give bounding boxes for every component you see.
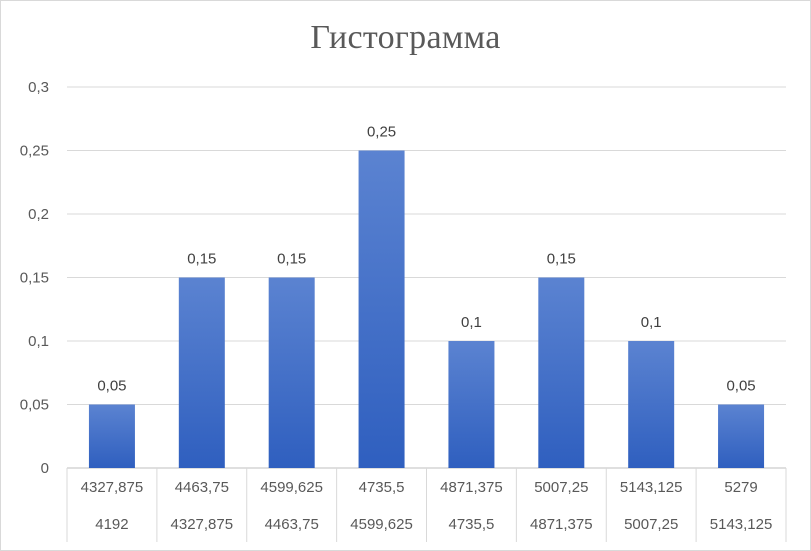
category-label-lower: 4463,75 — [265, 516, 319, 533]
y-tick-label: 0,05 — [20, 397, 49, 414]
histogram-bar — [179, 278, 225, 469]
bar-data-label: 0,1 — [641, 314, 662, 331]
histogram-bar — [538, 278, 584, 469]
histogram-bar — [359, 151, 405, 469]
y-tick-label: 0,2 — [28, 206, 49, 223]
category-label-lower: 4327,875 — [171, 516, 234, 533]
category-label-lower: 4599,625 — [350, 516, 413, 533]
y-tick-label: 0 — [41, 460, 49, 477]
bar-data-label: 0,05 — [726, 378, 755, 395]
category-label-lower: 4192 — [95, 516, 128, 533]
category-label-lower: 5007,25 — [624, 516, 678, 533]
category-label-upper: 5279 — [724, 479, 757, 496]
y-tick-label: 0,3 — [28, 79, 49, 96]
y-tick-label: 0,1 — [28, 333, 49, 350]
histogram-bar — [269, 278, 315, 469]
histogram-bar — [448, 341, 494, 468]
histogram-bar — [89, 405, 135, 469]
bar-data-label: 0,15 — [547, 251, 576, 268]
histogram-bar — [628, 341, 674, 468]
category-label-lower: 5143,125 — [710, 516, 773, 533]
category-label-upper: 4327,875 — [81, 479, 144, 496]
category-label-lower: 4735,5 — [448, 516, 494, 533]
category-label-upper: 5007,25 — [534, 479, 588, 496]
bar-data-label: 0,1 — [461, 314, 482, 331]
y-tick-label: 0,25 — [20, 143, 49, 160]
bar-data-label: 0,05 — [97, 378, 126, 395]
category-label-upper: 4735,5 — [359, 479, 405, 496]
bar-data-label: 0,15 — [187, 251, 216, 268]
category-label-upper: 4599,625 — [260, 479, 323, 496]
histogram-bar — [718, 405, 764, 469]
category-label-upper: 5143,125 — [620, 479, 683, 496]
category-label-upper: 4463,75 — [175, 479, 229, 496]
category-label-lower: 4871,375 — [530, 516, 593, 533]
bar-data-label: 0,25 — [367, 124, 396, 141]
y-tick-label: 0,15 — [20, 270, 49, 287]
bar-data-label: 0,15 — [277, 251, 306, 268]
category-label-upper: 4871,375 — [440, 479, 503, 496]
